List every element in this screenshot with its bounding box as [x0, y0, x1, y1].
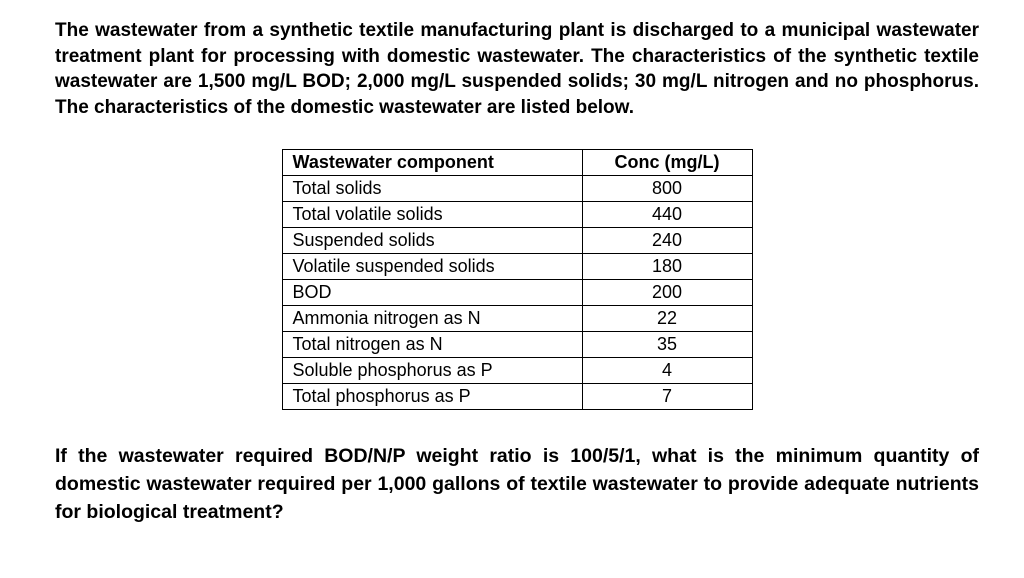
cell-conc: 240 [582, 227, 752, 253]
cell-conc: 4 [582, 357, 752, 383]
cell-component: Total phosphorus as P [282, 383, 582, 409]
table-header-row: Wastewater component Conc (mg/L) [282, 149, 752, 175]
table-row: BOD200 [282, 279, 752, 305]
table-row: Total volatile solids440 [282, 201, 752, 227]
cell-conc: 7 [582, 383, 752, 409]
table-row: Suspended solids240 [282, 227, 752, 253]
question-statement: If the wastewater required BOD/N/P weigh… [55, 442, 979, 527]
header-component: Wastewater component [282, 149, 582, 175]
cell-component: BOD [282, 279, 582, 305]
cell-conc: 200 [582, 279, 752, 305]
cell-component: Total solids [282, 175, 582, 201]
table-container: Wastewater component Conc (mg/L) Total s… [55, 149, 979, 410]
cell-component: Ammonia nitrogen as N [282, 305, 582, 331]
cell-conc: 440 [582, 201, 752, 227]
table-row: Ammonia nitrogen as N22 [282, 305, 752, 331]
table-row: Total solids800 [282, 175, 752, 201]
cell-component: Volatile suspended solids [282, 253, 582, 279]
wastewater-table: Wastewater component Conc (mg/L) Total s… [282, 149, 753, 410]
table-row: Soluble phosphorus as P4 [282, 357, 752, 383]
problem-statement: The wastewater from a synthetic textile … [55, 18, 979, 121]
header-conc: Conc (mg/L) [582, 149, 752, 175]
cell-conc: 22 [582, 305, 752, 331]
table-row: Total nitrogen as N35 [282, 331, 752, 357]
cell-component: Soluble phosphorus as P [282, 357, 582, 383]
cell-conc: 180 [582, 253, 752, 279]
table-row: Total phosphorus as P7 [282, 383, 752, 409]
cell-component: Total nitrogen as N [282, 331, 582, 357]
cell-component: Suspended solids [282, 227, 582, 253]
cell-component: Total volatile solids [282, 201, 582, 227]
cell-conc: 800 [582, 175, 752, 201]
table-row: Volatile suspended solids180 [282, 253, 752, 279]
cell-conc: 35 [582, 331, 752, 357]
